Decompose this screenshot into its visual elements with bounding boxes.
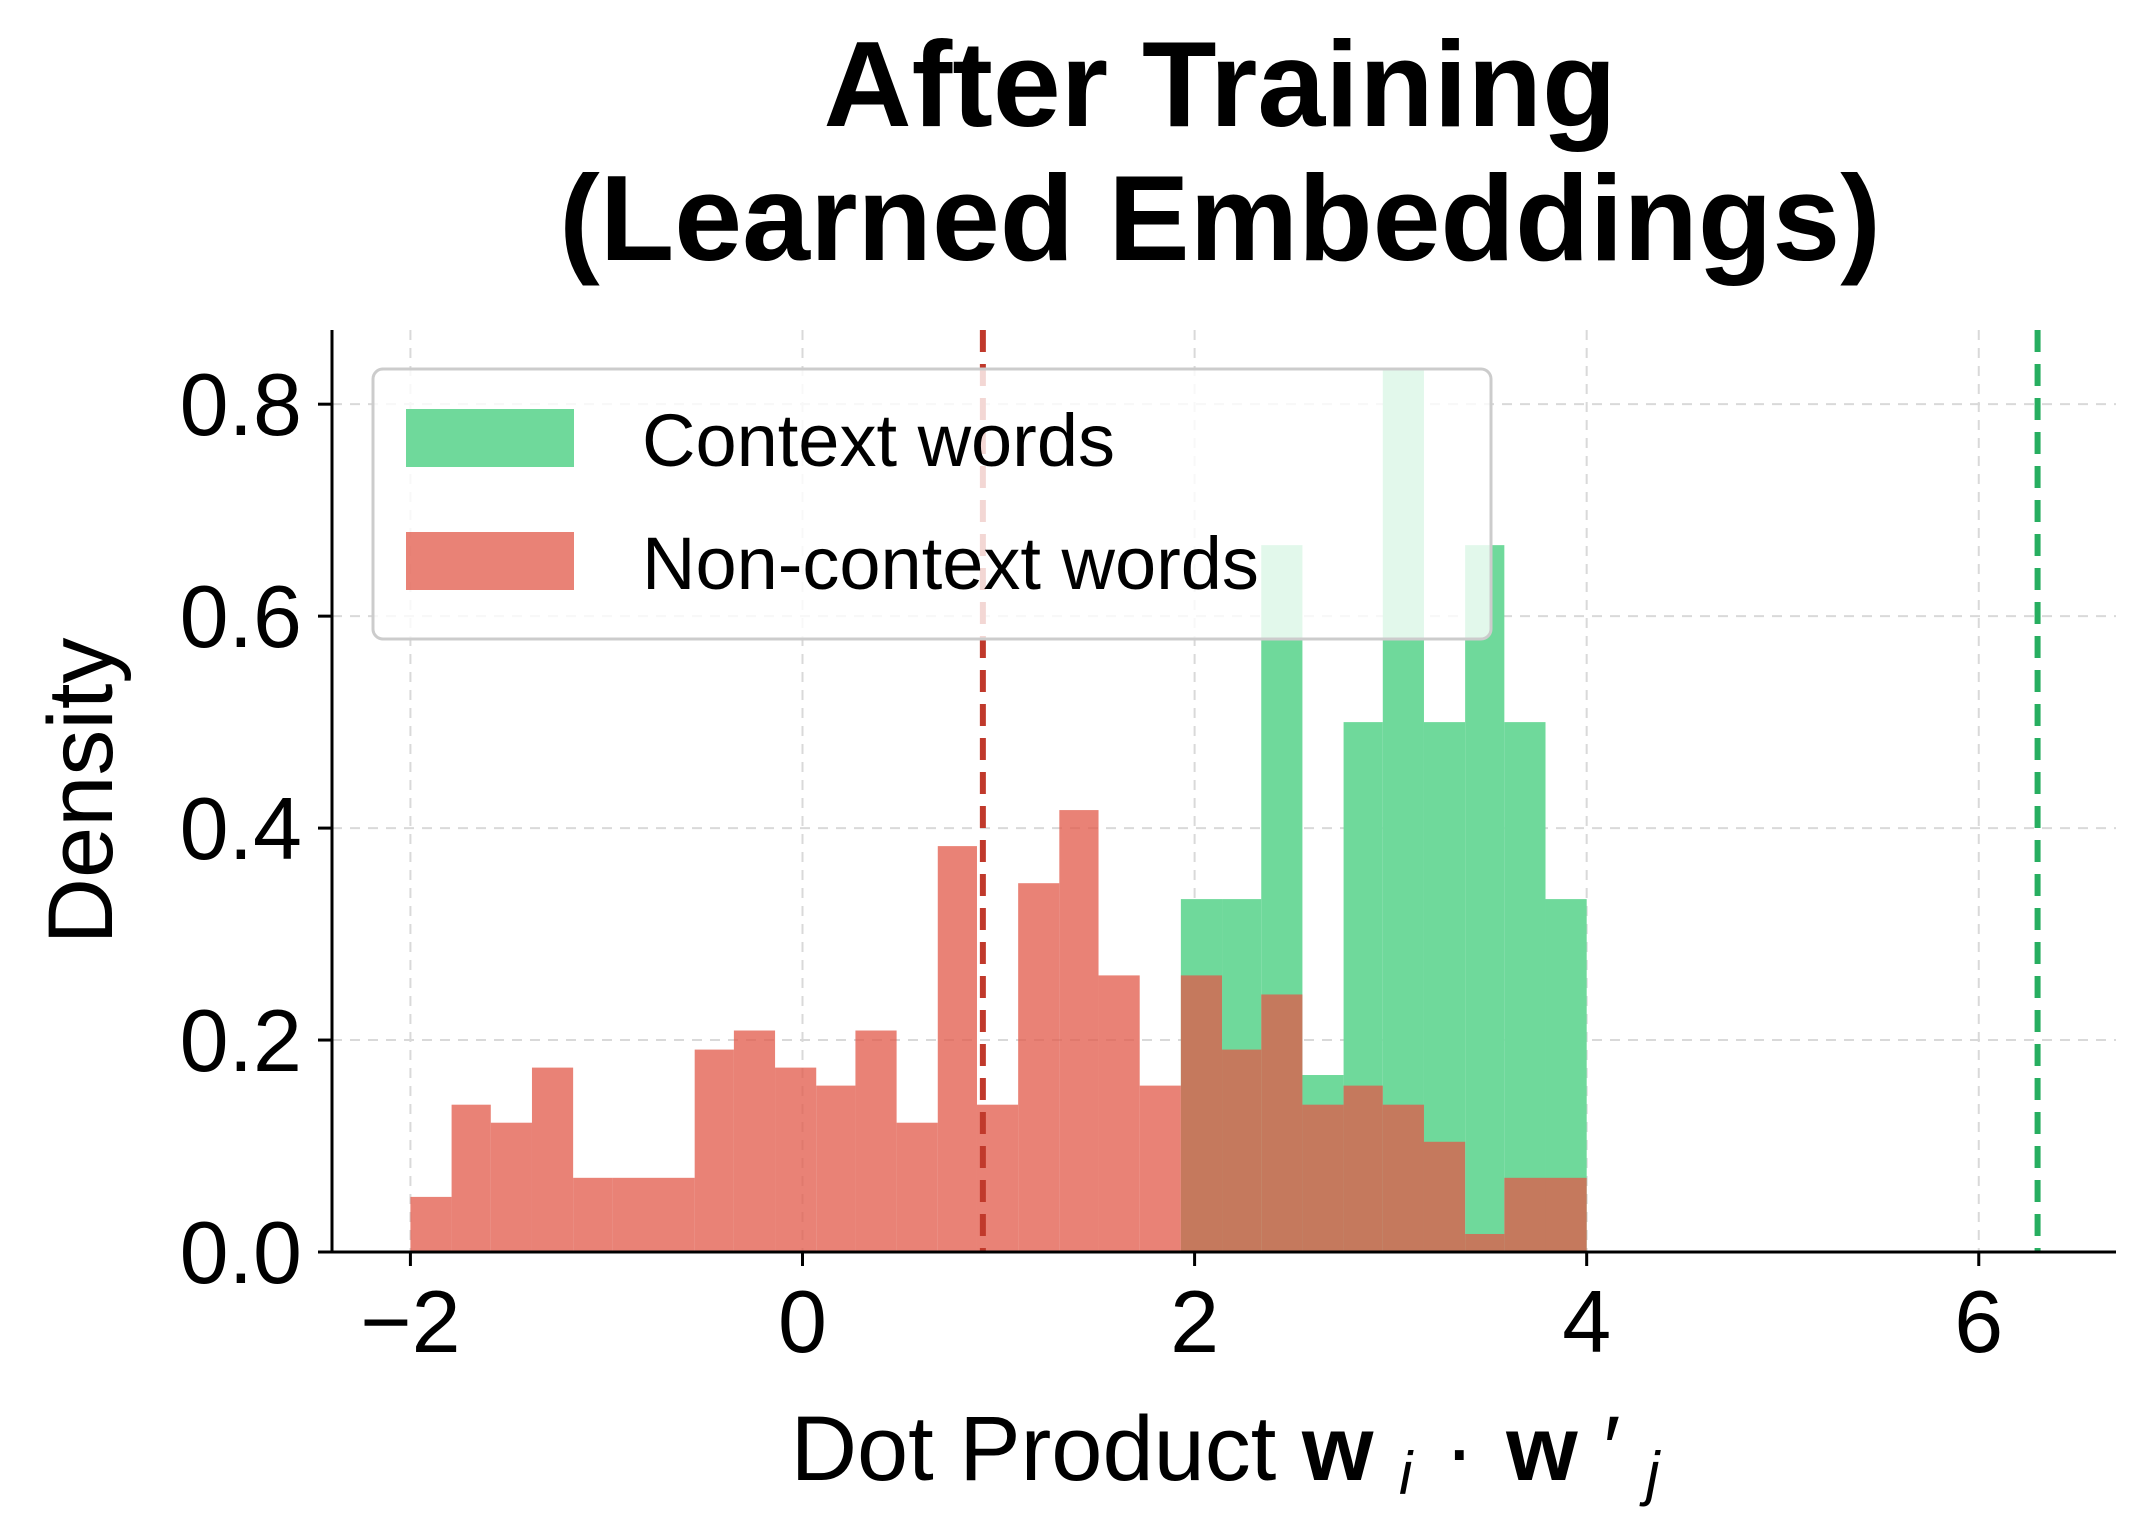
non-context-bar-24 [1382,1104,1424,1252]
x-tick-label-1: 0 [778,1272,827,1371]
y-tick-label-1: 0.2 [180,991,302,1090]
non-context-bar-17 [1098,975,1140,1252]
non-context-bar-2 [490,1122,532,1252]
non-context-bar-1 [451,1104,491,1252]
non-context-bar-25 [1423,1141,1466,1252]
non-context-bar-22 [1302,1104,1344,1252]
non-context-bar-8 [733,1030,776,1252]
x-axis-label-prime: ′ [1603,1398,1620,1500]
context-bar-8 [1504,722,1546,1252]
x-axis-label-text: Dot Product [791,1398,1277,1500]
x-ticks: −2 0 2 4 6 [360,1252,2003,1371]
non-context-bar-28 [1545,1177,1587,1252]
x-tick-label-4: 6 [1954,1272,2003,1371]
non-context-bar-7 [694,1049,734,1252]
x-axis-label-dot: · [1444,1398,1475,1500]
non-context-bar-27 [1504,1177,1546,1252]
legend-swatch-non-context-words [406,532,574,590]
non-context-bar-21 [1261,994,1303,1252]
non-context-bar-12 [896,1122,938,1252]
y-tick-label-4: 0.8 [180,355,302,454]
non-context-bar-13 [937,846,977,1252]
non-context-bar-15 [1018,883,1060,1252]
non-context-bar-3 [531,1067,574,1252]
non-context-bar-10 [816,1085,856,1252]
x-tick-label-2: 2 [1170,1272,1219,1371]
y-tick-label-2: 0.4 [180,779,302,878]
x-axis-label-w-i: w [1301,1398,1374,1500]
non-context-bar-19 [1180,975,1223,1252]
y-tick-label-0: 0.0 [180,1203,302,1302]
y-axis-label: Density [30,638,132,945]
non-context-bar-16 [1059,810,1099,1252]
legend: Context words Non-context words [371,367,1493,641]
legend-label-context-words: Context words [642,399,1115,482]
x-axis-label-sub-j: j [1639,1440,1661,1507]
y-ticks: 0.0 0.2 0.4 0.6 0.8 [180,355,332,1302]
non-context-bar-11 [855,1030,897,1252]
non-context-bar-6 [653,1177,695,1252]
non-context-bar-4 [573,1177,613,1252]
legend-label-non-context-words: Non-context words [642,522,1259,605]
legend-swatch-context-words [406,409,574,467]
context-bar-7 [1465,545,1505,1252]
y-tick-label-3: 0.6 [180,567,302,666]
legend-frame [371,367,1493,641]
chart-title-line-2: (Learned Embeddings) [559,150,1881,286]
non-context-bar-9 [775,1067,817,1252]
chart-title-line-1: After Training [823,16,1616,152]
non-context-bar-18 [1139,1085,1181,1252]
non-context-bar-23 [1343,1085,1383,1252]
non-context-bar-5 [612,1177,654,1252]
non-context-words-bars [410,810,1587,1252]
x-axis-label-sub-i: i [1399,1440,1414,1507]
x-axis-label-w-j: w [1505,1398,1578,1500]
non-context-bar-20 [1222,1049,1262,1252]
x-tick-label-0: −2 [360,1272,460,1371]
x-axis-label: Dot Product w i · w ′ j [791,1398,1662,1514]
x-tick-label-3: 4 [1562,1272,1611,1371]
non-context-bar-26 [1465,1233,1505,1252]
non-context-bar-0 [410,1196,452,1252]
